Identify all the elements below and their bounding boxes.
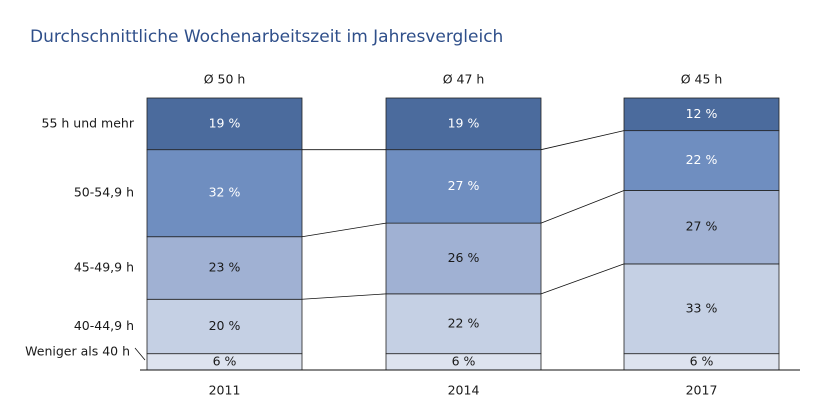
connector [540,190,625,224]
data-label: 20 % [209,318,241,333]
bar-segment [146,298,303,355]
legend-label: 55 h und mehr [42,115,135,130]
data-label: 12 % [686,106,718,121]
data-label: 27 % [686,219,718,234]
leader-line [134,347,146,361]
bar-segment [385,149,542,224]
chart-title: Durchschnittliche Wochenarbeitszeit im J… [30,27,503,47]
data-label: 6 % [213,353,237,368]
data-label: 6 % [452,353,476,368]
bar-segment [385,293,542,355]
data-label: 26 % [448,250,480,265]
bar-segment [385,97,542,151]
data-label: 32 % [209,185,241,200]
average-label: Ø 50 h [204,72,246,87]
legend-label: 40-44,9 h [74,318,134,333]
bar-segment [623,190,780,265]
x-tick-label: 2014 [448,383,480,398]
data-label: 23 % [209,260,241,275]
data-label: 22 % [448,315,480,330]
bar-segment [146,97,303,151]
connector [301,222,387,238]
data-label: 19 % [209,115,241,130]
legend-label: 45-49,9 h [74,260,134,275]
bar-segment [623,263,780,355]
average-label: Ø 45 h [681,72,723,87]
x-tick-label: 2017 [686,383,718,398]
connector [301,293,387,300]
bar-segment [146,149,303,238]
legend-label: Weniger als 40 h [25,344,130,359]
bar-segment [623,97,780,132]
bar-segment [623,130,780,191]
bar-segment [385,222,542,295]
data-label: 22 % [686,152,718,167]
data-label: 27 % [448,178,480,193]
data-label: 6 % [690,353,714,368]
average-label: Ø 47 h [443,72,485,87]
connector [540,130,625,151]
legend-label: 50-54,9 h [74,185,134,200]
data-label: 19 % [448,115,480,130]
connector [540,263,625,295]
data-label: 33 % [686,300,718,315]
x-tick-label: 2011 [209,383,241,398]
